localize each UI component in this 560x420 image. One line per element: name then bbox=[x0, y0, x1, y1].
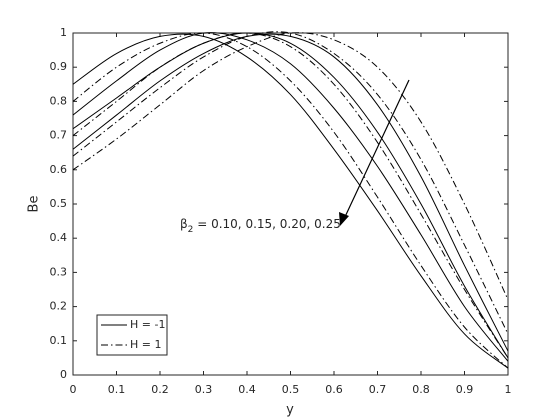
y-tick-label: 0.6 bbox=[50, 163, 68, 176]
y-axis-label: Be bbox=[27, 196, 42, 213]
y-tick-label: 0.1 bbox=[50, 334, 68, 347]
x-tick-label: 0.5 bbox=[282, 383, 300, 396]
y-tick-label: 0.7 bbox=[50, 129, 68, 142]
x-tick-label: 0.2 bbox=[151, 383, 169, 396]
line-series bbox=[72, 32, 509, 362]
y-tick-label: 1 bbox=[60, 26, 67, 39]
annotation-arrow bbox=[343, 79, 410, 220]
y-tick-label: 0.3 bbox=[50, 265, 68, 278]
line-series bbox=[72, 32, 509, 369]
line-series bbox=[72, 32, 509, 359]
x-tick-label: 0.3 bbox=[195, 383, 213, 396]
y-tick-label: 0.8 bbox=[50, 94, 68, 107]
x-tick-label: 0.4 bbox=[238, 383, 256, 396]
arrow-head bbox=[339, 212, 349, 226]
x-tick-label: 0.9 bbox=[456, 383, 474, 396]
y-tick-label: 0.4 bbox=[50, 231, 68, 244]
annotation: β2 = 0.10, 0.15, 0.20, 0.25 bbox=[180, 217, 341, 235]
line-series bbox=[72, 31, 509, 335]
line-series bbox=[72, 33, 509, 352]
annotation-subscript: 2 bbox=[188, 225, 194, 235]
x-tick-label: 0.1 bbox=[108, 383, 126, 396]
annotation-symbol: β bbox=[180, 217, 188, 231]
line-series bbox=[72, 33, 509, 369]
y-tick-label: 0.2 bbox=[50, 300, 68, 313]
x-tick-label: 0 bbox=[70, 383, 77, 396]
legend-label: H = 1 bbox=[130, 338, 161, 351]
x-tick-label: 0.6 bbox=[325, 383, 343, 396]
line-series bbox=[72, 32, 509, 300]
y-tick-label: 0 bbox=[60, 368, 67, 381]
legend-box bbox=[96, 314, 168, 356]
x-tick-label: 1 bbox=[505, 383, 512, 396]
y-tick-label: 0.9 bbox=[50, 60, 68, 73]
legend-label: H = -1 bbox=[130, 318, 165, 331]
y-tick-label: 0.5 bbox=[50, 197, 68, 210]
x-tick-label: 0.7 bbox=[369, 383, 387, 396]
x-axis-label: y bbox=[286, 403, 294, 418]
x-tick-label: 0.8 bbox=[412, 383, 430, 396]
plot-frame bbox=[72, 32, 509, 376]
annotation-text: = 0.10, 0.15, 0.20, 0.25 bbox=[193, 217, 340, 231]
